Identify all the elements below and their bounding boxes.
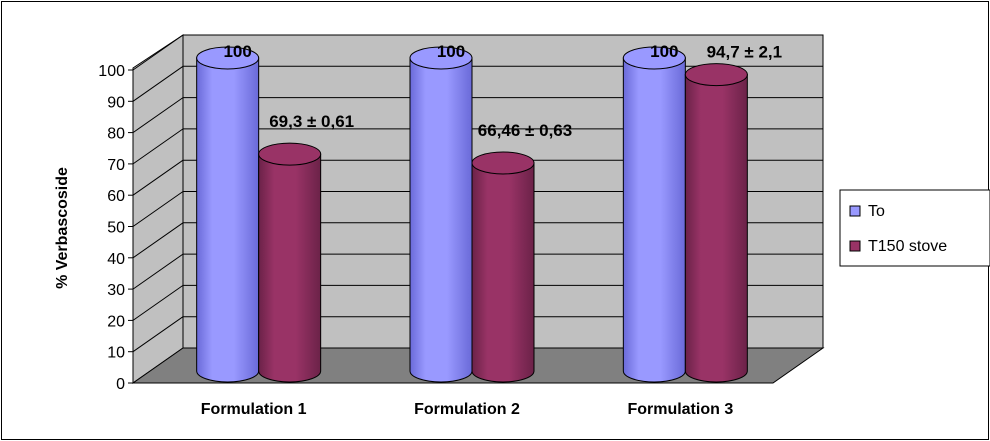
y-tick-label: 40	[107, 251, 125, 268]
side-gridline	[132, 222, 184, 259]
y-tick-label: 20	[107, 313, 125, 330]
side-gridline	[132, 191, 184, 227]
bar-top	[196, 46, 260, 70]
side-gridline	[132, 34, 184, 71]
bar-body	[409, 57, 473, 383]
data-label: 94,7 ± 2,1	[707, 43, 783, 62]
side-gridline	[132, 316, 184, 353]
x-tick-label: Formulation 2	[414, 401, 520, 418]
y-tick-label: 80	[107, 126, 125, 143]
data-label: 66,46 ± 0,63	[478, 121, 572, 140]
x-tick-label: Formulation 3	[627, 401, 733, 418]
plot-area: 0 10 20 30 40 50 60 70 80 90 100 100 69,3 ± 0,61 Form…	[98, 34, 825, 418]
bar-t150-stove-3: 94,7 ± 2,1	[684, 43, 783, 383]
legend-box	[839, 189, 990, 267]
bar-top	[622, 46, 686, 70]
bar-t150-stove-1: 69,3 ± 0,61	[258, 112, 354, 383]
bar-to-3: 100	[622, 42, 686, 383]
legend-label-to: To	[868, 203, 885, 220]
x-tick-label: Formulation 1	[201, 401, 307, 418]
bar-top	[258, 142, 322, 166]
bar-t150-stove-2: 66,46 ± 0,63	[471, 121, 572, 383]
y-tick-label: 100	[98, 63, 125, 80]
data-label: 100	[437, 42, 465, 61]
bar-body	[622, 57, 686, 383]
data-label: 69,3 ± 0,61	[269, 112, 354, 131]
bar-body	[258, 153, 322, 383]
legend: To T150 stove	[839, 189, 990, 267]
side-gridline	[132, 253, 184, 290]
bar-top	[471, 151, 535, 175]
side-gridline	[132, 128, 184, 165]
side-gridline	[132, 159, 184, 196]
bar-body	[684, 74, 748, 383]
side-gridline	[132, 97, 184, 134]
y-tick-label: 70	[107, 157, 125, 174]
y-tick-label: 0	[116, 376, 125, 393]
y-tick-label: 10	[107, 345, 125, 362]
y-tick-label: 60	[107, 188, 125, 205]
bar-body	[471, 162, 535, 383]
bar-to-2: 100	[409, 42, 473, 383]
data-label: 100	[650, 42, 678, 61]
y-tick-label: 50	[107, 220, 125, 237]
data-label: 100	[223, 42, 251, 61]
bar-body	[196, 57, 260, 383]
legend-swatch-to	[849, 205, 861, 217]
legend-label-t150-stove: T150 stove	[868, 238, 947, 255]
bar-top	[684, 63, 748, 87]
side-gridline	[132, 284, 184, 321]
legend-swatch-t150-stove	[849, 240, 861, 252]
bar-to-1: 100	[196, 42, 260, 383]
y-tick-label: 90	[107, 94, 125, 111]
side-gridline	[132, 65, 184, 102]
bar-top	[409, 46, 473, 70]
y-tick-label: 30	[107, 282, 125, 299]
y-axis-label: % Verbascoside	[54, 167, 71, 289]
